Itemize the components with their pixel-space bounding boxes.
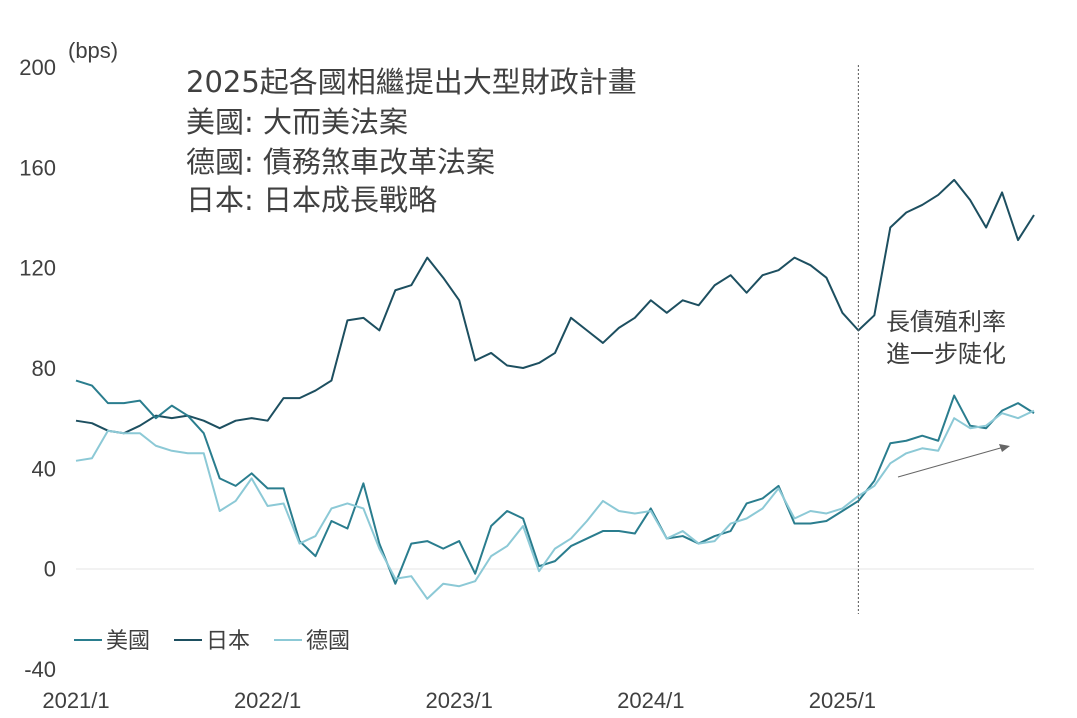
- x-tick-label: 2024/1: [617, 688, 684, 713]
- x-tick-label: 2022/1: [234, 688, 301, 713]
- annotation-line-4: 日本: 日本成長戰略: [186, 183, 437, 217]
- y-tick-label: 200: [19, 55, 56, 80]
- y-tick-label: -40: [24, 657, 56, 682]
- series-line-日本: [75, 178, 1035, 435]
- x-tick-label: 2025/1: [809, 688, 876, 713]
- note-line-2: 進一步陡化: [886, 340, 1006, 368]
- annotation-block: 2025起各國相繼提出大型財政計畫 美國: 大而美法案 德國: 債務煞車改革法案…: [186, 65, 637, 217]
- legend-label-德國: 德國: [306, 629, 350, 654]
- legend: 美國 日本 德國: [74, 629, 350, 654]
- annotation-line-2: 美國: 大而美法案: [186, 105, 408, 139]
- trend-arrow-shaft: [897, 446, 1005, 478]
- legend-label-美國: 美國: [106, 629, 150, 654]
- y-tick-label: 120: [19, 256, 56, 281]
- note-line-1: 長債殖利率: [886, 308, 1006, 336]
- x-tick-label: 2021/1: [42, 688, 109, 713]
- annotation-line-1: 2025起各國相繼提出大型財政計畫: [186, 65, 637, 99]
- steepening-note: 長債殖利率 進一步陡化: [886, 308, 1010, 478]
- y-tick-label: 160: [19, 155, 56, 180]
- y-tick-label: 40: [32, 456, 56, 481]
- y-tick-label: 80: [32, 356, 56, 381]
- annotation-line-3: 德國: 債務煞車改革法案: [186, 145, 495, 179]
- series-lines: [75, 178, 1035, 600]
- trend-arrow-head: [999, 444, 1010, 452]
- series-line-美國: [75, 379, 1035, 585]
- legend-label-日本: 日本: [206, 629, 250, 654]
- x-tick-label: 2023/1: [426, 688, 493, 713]
- y-tick-label: 0: [44, 557, 56, 582]
- y-axis: (bps) 200 160 120 80 40 0 -40: [19, 38, 118, 682]
- x-axis: 2021/1 2022/1 2023/1 2024/1 2025/1: [42, 688, 876, 713]
- unit-label: (bps): [68, 38, 118, 63]
- series-line-德國: [75, 409, 1035, 600]
